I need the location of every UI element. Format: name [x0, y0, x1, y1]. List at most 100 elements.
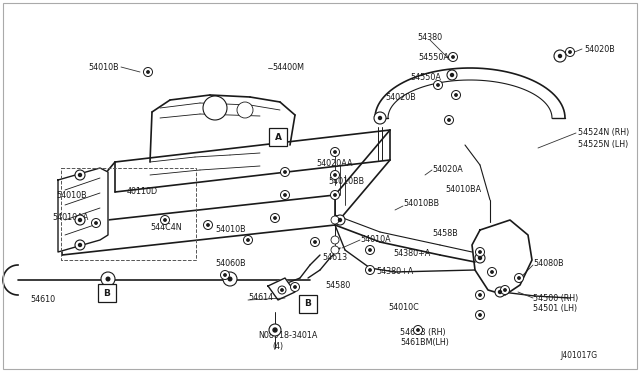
Text: A: A [275, 132, 282, 141]
Circle shape [331, 236, 339, 244]
Text: 544C4N: 544C4N [150, 224, 182, 232]
Circle shape [284, 171, 286, 173]
Text: 54010B: 54010B [56, 192, 86, 201]
Circle shape [451, 90, 461, 99]
Circle shape [499, 291, 502, 294]
Circle shape [273, 328, 277, 332]
Text: 40110D: 40110D [127, 187, 158, 196]
Circle shape [101, 272, 115, 286]
Circle shape [161, 215, 170, 224]
Circle shape [314, 241, 316, 243]
Circle shape [451, 74, 454, 77]
Circle shape [369, 269, 371, 271]
Text: 54060B: 54060B [215, 259, 246, 267]
Text: B: B [104, 289, 111, 298]
Circle shape [278, 286, 286, 294]
Circle shape [330, 148, 339, 157]
Circle shape [479, 257, 481, 260]
Circle shape [335, 215, 345, 225]
Text: 54524N (RH): 54524N (RH) [578, 128, 629, 138]
Text: 54010BA: 54010BA [445, 186, 481, 195]
Circle shape [436, 84, 439, 86]
Circle shape [164, 219, 166, 221]
Circle shape [378, 116, 381, 119]
Text: 54580: 54580 [325, 282, 350, 291]
Circle shape [331, 216, 339, 224]
Circle shape [518, 277, 520, 279]
Circle shape [334, 151, 336, 153]
Circle shape [476, 291, 484, 299]
Text: 54500 (RH): 54500 (RH) [533, 294, 579, 302]
Text: 54010BB: 54010BB [328, 177, 364, 186]
Circle shape [75, 170, 85, 180]
Circle shape [413, 326, 422, 334]
Polygon shape [472, 220, 532, 295]
Text: 5461B (RH): 5461B (RH) [400, 327, 445, 337]
Text: 54550A: 54550A [410, 73, 441, 81]
Circle shape [143, 67, 152, 77]
Text: 54400M: 54400M [272, 64, 304, 73]
Bar [269, 128, 287, 146]
Circle shape [79, 218, 81, 221]
Circle shape [479, 294, 481, 296]
Circle shape [207, 224, 209, 226]
Text: 54380+A: 54380+A [393, 248, 430, 257]
Circle shape [369, 249, 371, 251]
Text: 54525N (LH): 54525N (LH) [578, 140, 628, 148]
Circle shape [334, 174, 336, 176]
Circle shape [75, 240, 85, 250]
Circle shape [449, 52, 458, 61]
Circle shape [433, 80, 442, 90]
Text: 54010A: 54010A [360, 235, 390, 244]
Circle shape [365, 266, 374, 275]
Circle shape [455, 94, 457, 96]
Circle shape [281, 289, 283, 291]
Circle shape [515, 273, 524, 282]
Circle shape [237, 102, 253, 118]
Text: 54010AA: 54010AA [52, 214, 88, 222]
Text: B: B [305, 299, 312, 308]
Circle shape [448, 119, 450, 121]
Circle shape [566, 48, 575, 57]
Circle shape [475, 253, 485, 263]
Circle shape [491, 271, 493, 273]
Text: 54613: 54613 [322, 253, 347, 263]
Circle shape [95, 222, 97, 224]
Circle shape [554, 50, 566, 62]
Text: 54010C: 54010C [388, 304, 419, 312]
Circle shape [310, 237, 319, 247]
Circle shape [247, 239, 249, 241]
Text: 54501 (LH): 54501 (LH) [533, 305, 577, 314]
Circle shape [559, 55, 561, 58]
Text: J401017G: J401017G [561, 352, 598, 360]
Circle shape [291, 282, 300, 292]
Circle shape [147, 71, 149, 73]
Circle shape [79, 173, 81, 176]
Circle shape [228, 277, 232, 281]
Circle shape [204, 221, 212, 230]
Circle shape [280, 167, 289, 176]
Circle shape [75, 215, 85, 225]
Bar [299, 295, 317, 313]
Circle shape [331, 246, 339, 254]
Circle shape [504, 289, 506, 291]
Text: 54610: 54610 [30, 295, 55, 305]
Text: N08918-3401A: N08918-3401A [258, 331, 317, 340]
Circle shape [203, 96, 227, 120]
Polygon shape [268, 278, 295, 300]
Text: 54380+A: 54380+A [376, 267, 413, 276]
Text: 54550A: 54550A [418, 54, 449, 62]
Text: 54010B: 54010B [88, 62, 119, 71]
Text: 54080B: 54080B [533, 260, 564, 269]
Circle shape [339, 218, 342, 221]
Circle shape [330, 170, 339, 180]
Circle shape [223, 272, 237, 286]
Text: 54020AA: 54020AA [316, 160, 353, 169]
Text: 5461BM(LH): 5461BM(LH) [400, 339, 449, 347]
Polygon shape [58, 168, 108, 252]
Circle shape [476, 311, 484, 320]
Circle shape [269, 324, 281, 336]
Text: 54010B: 54010B [215, 225, 246, 234]
Circle shape [374, 112, 386, 124]
Text: 54614: 54614 [248, 294, 273, 302]
